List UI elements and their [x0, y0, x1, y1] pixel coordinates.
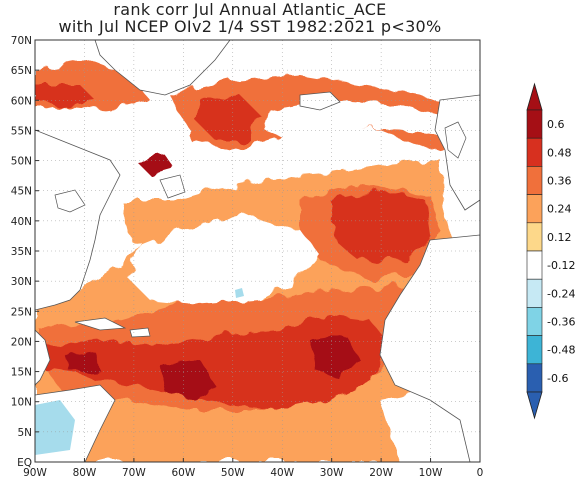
field-very-strong-3: [65, 352, 100, 372]
lat-tick-label: 5N: [17, 427, 32, 439]
colorbar-label: 0.6: [547, 118, 565, 131]
north-america: [35, 129, 121, 311]
lat-tick-label: 15N: [11, 367, 32, 379]
lat-tick-label: 35N: [11, 246, 32, 258]
colorbar-label: -0.12: [547, 259, 575, 272]
colorbar-label: 0.36: [547, 175, 572, 188]
lon-tick-label: 60W: [171, 467, 195, 478]
colorbar-label: -0.6: [547, 372, 568, 385]
chart-title-line2: with Jul NCEP OIv2 1/4 SST 1982:2021 p<3…: [58, 17, 442, 36]
lat-tick-label: 55N: [11, 125, 32, 137]
colorbar-segment: [526, 335, 543, 365]
longitude-axis: 90W 80W 70W 60W 50W 40W 30W 20W 10W 0: [23, 458, 483, 478]
land-masses: [35, 40, 480, 462]
field-strong-tropics: [40, 315, 390, 410]
lon-tick-label: 10W: [419, 467, 443, 478]
colorbar-bottom-arrow: [526, 391, 543, 420]
lat-tick-label: 40N: [11, 216, 32, 228]
lat-tick-label: 10N: [11, 397, 32, 409]
greenland: [94, 40, 231, 96]
colorbar-label: 0.24: [547, 203, 572, 216]
lat-tick-label: 60N: [11, 95, 32, 107]
colorbar-segment: [526, 137, 543, 167]
field-very-strong-2: [310, 335, 360, 380]
cuba: [74, 317, 127, 331]
lat-tick-label: 65N: [11, 65, 32, 77]
field-strong-labrador: [35, 85, 95, 105]
colorbar-label: 0.12: [547, 231, 572, 244]
colorbar-segment: [526, 250, 543, 280]
lat-tick-label: 30N: [11, 276, 32, 288]
lon-tick-label: 70W: [122, 467, 146, 478]
lat-tick-label: 70N: [11, 35, 32, 47]
field-negative-amazon: [35, 400, 75, 455]
lat-tick-label: EQ: [17, 457, 32, 469]
lon-tick-label: 0: [477, 467, 484, 478]
field-very-strong-1: [160, 360, 215, 400]
field-insignificant-north-atl: [265, 100, 440, 140]
field-insignificant-subtropics: [130, 215, 320, 305]
latitude-axis: EQ 5N 10N 15N 20N 25N 30N 35N 40N 45N 50N 55N 60N 65N…: [11, 35, 39, 469]
british-isles: [444, 121, 467, 159]
lon-tick-label: 20W: [369, 467, 393, 478]
newfoundland: [159, 174, 186, 199]
colorbar-top-arrow: [526, 82, 543, 111]
colorbar: 0.6 0.48 0.36 0.24 0.12 -0.12 -0.24 -0.36 -0.48 -…: [526, 82, 575, 420]
field-very-strong-4: [135, 155, 175, 175]
correlation-field: [35, 40, 480, 462]
lat-tick-label: 20N: [11, 336, 32, 348]
field-insignificant-west: [100, 100, 190, 150]
iceland: [299, 91, 341, 111]
colorbar-segment: [526, 166, 543, 195]
lon-tick-label: 40W: [270, 467, 294, 478]
colorbar-segment: [526, 222, 543, 252]
lat-tick-label: 45N: [11, 186, 32, 198]
lon-tick-label: 80W: [73, 467, 97, 478]
field-strong-north: [195, 95, 260, 140]
colorbar-label: -0.24: [547, 287, 575, 300]
colorbar-segment: [526, 363, 543, 393]
colorbar-segment: [526, 194, 543, 224]
lon-tick-label: 50W: [221, 467, 245, 478]
hispaniola: [129, 327, 151, 338]
colorbar-label: -0.48: [547, 344, 575, 357]
colorbar-label: 0.48: [547, 146, 572, 159]
field-negative-small: [235, 288, 244, 298]
chart-title-line1: rank corr Jul Annual Atlantic_ACE: [113, 0, 387, 19]
colorbar-segment: [526, 278, 543, 308]
africa: [379, 234, 480, 462]
lat-tick-label: 50N: [11, 156, 32, 168]
colorbar-segment: [526, 109, 543, 139]
colorbar-label: -0.36: [547, 316, 575, 329]
lon-tick-label: 90W: [23, 467, 47, 478]
lon-tick-label: 30W: [320, 467, 344, 478]
field-strong-east: [330, 190, 430, 262]
colorbar-segment: [526, 307, 543, 336]
lat-tick-label: 25N: [11, 306, 32, 318]
